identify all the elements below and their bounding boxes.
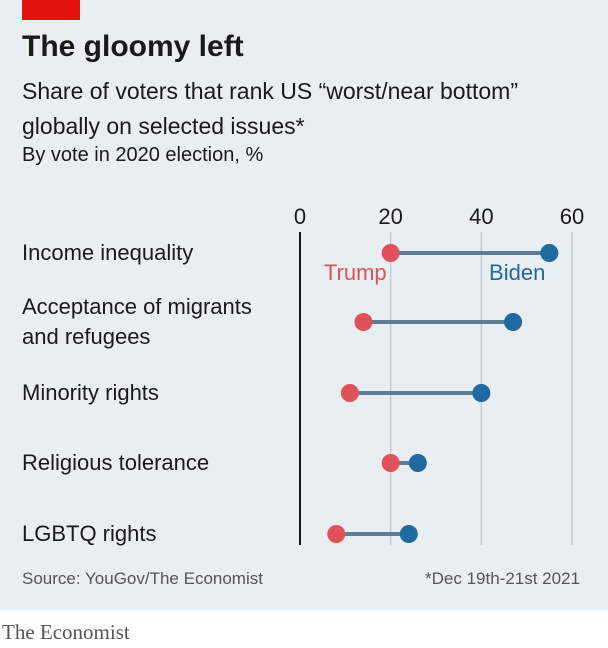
dot bbox=[540, 244, 559, 262]
dot bbox=[399, 525, 418, 543]
x-tick-label: 60 bbox=[560, 204, 584, 229]
dot bbox=[381, 454, 400, 472]
chart-title: The gloomy left bbox=[22, 30, 244, 63]
source: Source: YouGov/The Economist bbox=[22, 569, 263, 588]
brand: The Economist bbox=[2, 620, 130, 644]
legend-label: Biden bbox=[489, 260, 545, 285]
dot bbox=[340, 384, 359, 402]
dot bbox=[354, 313, 373, 331]
dot bbox=[472, 384, 491, 402]
category-label: Minority rights bbox=[22, 380, 159, 405]
dot bbox=[504, 313, 523, 331]
legend-label: Trump bbox=[324, 260, 387, 285]
chart-note: By vote in 2020 election, % bbox=[22, 144, 264, 166]
dot bbox=[408, 454, 427, 472]
dot bbox=[381, 244, 400, 262]
category-label: Religious tolerance bbox=[22, 450, 210, 475]
x-tick-label: 0 bbox=[294, 204, 306, 229]
accent-bar bbox=[22, 0, 80, 20]
chart: 0 20 40 60 Trump Biden bbox=[294, 204, 584, 545]
footnote: *Dec 19th-21st 2021 bbox=[425, 569, 580, 588]
category-label: Income inequality bbox=[22, 240, 194, 265]
chart-subtitle: Share of voters that rank US “worst/near… bbox=[22, 78, 518, 139]
category-label: Acceptance of migrants and refugees bbox=[22, 294, 252, 349]
x-tick-label: 20 bbox=[378, 204, 402, 229]
x-tick-label: 40 bbox=[469, 204, 493, 229]
dot bbox=[327, 525, 346, 543]
panel bbox=[0, 0, 608, 610]
category-label: LGBTQ rights bbox=[22, 521, 157, 546]
